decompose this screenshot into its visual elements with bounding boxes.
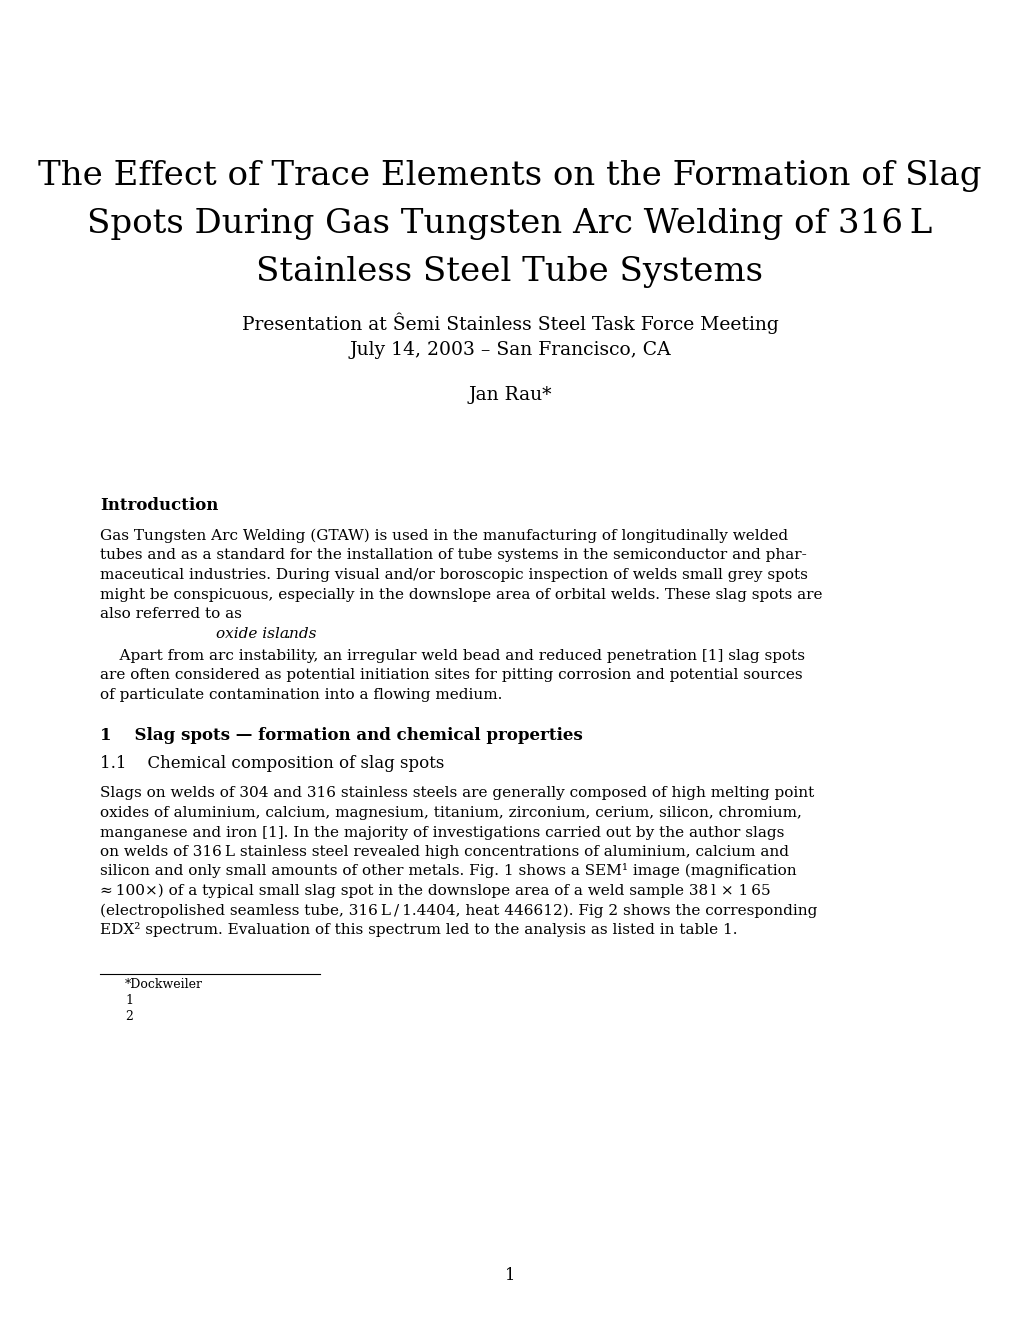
Text: tubes and as a standard for the installation of tube systems in the semiconducto: tubes and as a standard for the installa… [100,549,806,562]
Text: (electropolished seamless tube, 316 L / 1.4404, heat 446612). Fig 2 shows the co: (electropolished seamless tube, 316 L / … [100,903,816,917]
Text: ≈ 100×) of a typical small slag spot in the downslope area of a weld sample 38 l: ≈ 100×) of a typical small slag spot in … [100,883,770,898]
Text: Apart from arc instability, an irregular weld bead and reduced penetration [1] s: Apart from arc instability, an irregular… [100,649,804,663]
Text: 2: 2 [125,1010,132,1023]
Text: of particulate contamination into a flowing medium.: of particulate contamination into a flow… [100,688,502,702]
Text: on welds of 316 L stainless steel revealed high concentrations of aluminium, cal: on welds of 316 L stainless steel reveal… [100,845,789,859]
Text: *Dockweiler: *Dockweiler [125,978,203,990]
Text: Presentation at Ŝemi Stainless Steel Task Force Meeting: Presentation at Ŝemi Stainless Steel Tas… [242,313,777,334]
Text: Gas Tungsten Arc Welding (GTAW) is used in the manufacturing of longitudinally w: Gas Tungsten Arc Welding (GTAW) is used … [100,528,788,543]
Text: 1: 1 [504,1267,515,1284]
Text: 1: 1 [125,994,132,1006]
Text: Spots During Gas Tungsten Arc Welding of 316 L: Spots During Gas Tungsten Arc Welding of… [88,209,931,240]
Text: EDX² spectrum. Evaluation of this spectrum led to the analysis as listed in tabl: EDX² spectrum. Evaluation of this spectr… [100,921,737,937]
Text: oxides of aluminium, calcium, magnesium, titanium, zirconium, cerium, silicon, c: oxides of aluminium, calcium, magnesium,… [100,807,801,820]
Text: 1.1    Chemical composition of slag spots: 1.1 Chemical composition of slag spots [100,755,444,772]
Text: .: . [285,627,290,640]
Text: Introduction: Introduction [100,498,218,513]
Text: might be conspicuous, especially in the downslope area of orbital welds. These s: might be conspicuous, especially in the … [100,587,821,602]
Text: The Effect of Trace Elements on the Formation of Slag: The Effect of Trace Elements on the Form… [38,160,981,191]
Text: Jan Rau*: Jan Rau* [468,385,551,404]
Text: manganese and iron [1]. In the majority of investigations carried out by the aut: manganese and iron [1]. In the majority … [100,825,784,840]
Text: maceutical industries. During visual and/or boroscopic inspection of welds small: maceutical industries. During visual and… [100,568,807,582]
Text: Slags on welds of 304 and 316 stainless steels are generally composed of high me: Slags on welds of 304 and 316 stainless … [100,787,813,800]
Text: silicon and only small amounts of other metals. Fig. 1 shows a SEM¹ image (magni: silicon and only small amounts of other … [100,863,796,879]
Text: also referred to as: also referred to as [100,607,247,620]
Text: July 14, 2003 – San Francisco, CA: July 14, 2003 – San Francisco, CA [348,341,671,359]
Text: Stainless Steel Tube Systems: Stainless Steel Tube Systems [256,256,763,288]
Text: are often considered as potential initiation sites for pitting corrosion and pot: are often considered as potential initia… [100,668,802,682]
Text: 1    Slag spots — formation and chemical properties: 1 Slag spots — formation and chemical pr… [100,727,582,744]
Text: oxide islands: oxide islands [216,627,316,640]
